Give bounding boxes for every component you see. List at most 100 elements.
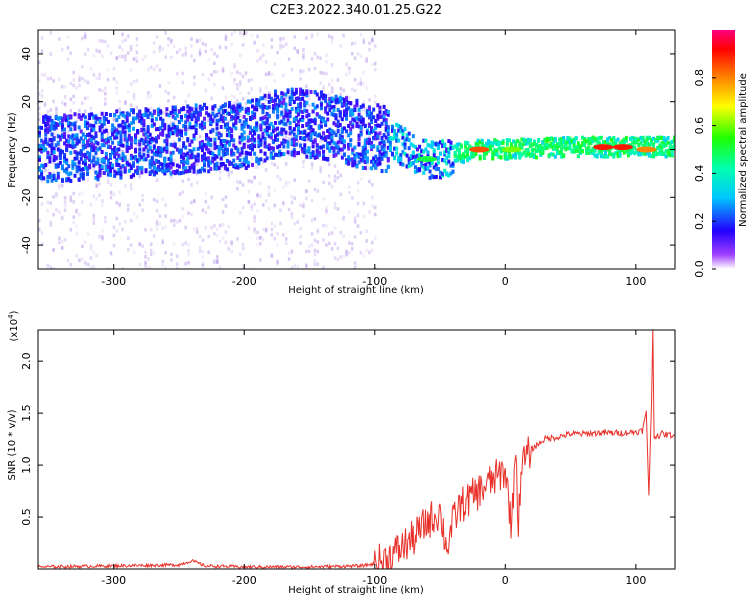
noise-cell bbox=[38, 92, 41, 96]
noise-cell bbox=[83, 34, 87, 38]
spectrum-cell bbox=[154, 158, 158, 163]
spectrum-cell bbox=[117, 171, 121, 176]
spectrum-cell bbox=[357, 142, 361, 147]
spectrum-cell bbox=[255, 98, 259, 103]
spectrum-cell bbox=[71, 165, 75, 170]
noise-cell bbox=[184, 225, 187, 230]
noise-cell bbox=[207, 105, 210, 110]
noise-cell bbox=[236, 70, 239, 75]
spectrum-cell bbox=[334, 142, 338, 147]
spectrum-cell bbox=[455, 147, 459, 152]
spectrum-cell bbox=[184, 127, 188, 132]
noise-cell bbox=[175, 50, 179, 55]
spectrum-cell bbox=[393, 136, 397, 141]
noise-cell bbox=[256, 243, 259, 247]
noise-cell bbox=[348, 190, 351, 195]
noise-cell bbox=[155, 108, 159, 113]
noise-cell bbox=[195, 136, 199, 141]
spectrum-cell bbox=[349, 127, 353, 132]
noise-cell bbox=[198, 234, 202, 239]
spectrum-cell bbox=[313, 106, 317, 111]
spectrum-cell bbox=[367, 122, 371, 127]
noise-cell bbox=[135, 78, 139, 83]
noise-cell bbox=[345, 72, 348, 77]
spectrum-cell bbox=[180, 151, 184, 156]
noise-cell bbox=[83, 261, 87, 265]
noise-cell bbox=[104, 92, 107, 96]
noise-cell bbox=[373, 94, 377, 99]
spectrum-cell bbox=[294, 117, 298, 122]
noise-cell bbox=[161, 263, 164, 268]
noise-cell bbox=[55, 208, 58, 212]
spectrum-cell bbox=[357, 107, 361, 112]
spectrum-cell bbox=[560, 146, 564, 151]
spectrum-cell bbox=[188, 168, 192, 173]
spectrum-cell bbox=[505, 155, 509, 160]
spectrum-cell bbox=[338, 136, 342, 141]
spectrum-cell bbox=[213, 163, 217, 168]
spectrum-cell bbox=[372, 135, 376, 140]
spectrum-cell bbox=[100, 143, 104, 148]
spectrum-cell bbox=[328, 127, 332, 132]
spectrum-cell bbox=[292, 142, 296, 147]
spectrum-cell bbox=[83, 143, 87, 148]
spectrum-cell bbox=[382, 139, 386, 144]
noise-cell bbox=[362, 70, 366, 75]
noise-cell bbox=[216, 260, 219, 264]
spectrum-cell bbox=[242, 114, 246, 119]
noise-cell bbox=[112, 117, 116, 122]
spectrum-cell bbox=[662, 144, 666, 149]
spectrum-cell bbox=[88, 132, 92, 137]
spectrum-cell bbox=[207, 139, 211, 144]
spectrum-cell bbox=[152, 151, 156, 156]
spectrum-cell bbox=[90, 141, 94, 146]
noise-cell bbox=[293, 35, 297, 39]
noise-cell bbox=[98, 176, 101, 180]
spectrum-cell bbox=[102, 119, 106, 124]
spectrum-cell bbox=[167, 124, 171, 129]
noise-cell bbox=[365, 106, 368, 111]
noise-cell bbox=[342, 217, 345, 221]
noise-cell bbox=[339, 192, 343, 197]
noise-cell bbox=[299, 227, 302, 231]
spectrum-cell bbox=[236, 147, 240, 152]
spectrum-cell bbox=[455, 157, 459, 162]
spectrum-cell bbox=[386, 158, 390, 163]
noise-cell bbox=[362, 38, 366, 42]
spectrum-cell bbox=[649, 137, 653, 142]
spectrum-cell bbox=[282, 121, 286, 126]
spectrum-cell bbox=[86, 143, 90, 148]
spectrum-cell bbox=[230, 115, 234, 120]
noise-cell bbox=[63, 237, 67, 242]
spectrum-cell bbox=[639, 152, 643, 157]
noise-cell bbox=[127, 158, 130, 162]
spectrum-cell bbox=[317, 145, 321, 150]
noise-cell bbox=[290, 200, 294, 205]
spectrum-cell bbox=[305, 93, 309, 98]
noise-cell bbox=[284, 96, 288, 100]
spectrum-cell bbox=[384, 118, 388, 123]
noise-cell bbox=[221, 86, 225, 90]
noise-cell bbox=[121, 54, 124, 59]
noise-cell bbox=[195, 162, 199, 167]
noise-cell bbox=[296, 220, 299, 224]
spectrum-cell bbox=[480, 138, 484, 143]
spectrum-cell bbox=[148, 145, 152, 150]
spectrum-cell bbox=[188, 142, 192, 147]
spectrum-cell bbox=[276, 126, 280, 131]
noise-cell bbox=[60, 246, 64, 250]
spectrum-cell bbox=[244, 159, 248, 164]
noise-cell bbox=[305, 36, 308, 40]
noise-cell bbox=[89, 106, 93, 111]
spectrum-cell bbox=[303, 102, 307, 107]
spectrum-cell bbox=[418, 167, 422, 172]
spectrum-cell bbox=[468, 156, 472, 161]
spectrum-cell bbox=[522, 137, 526, 142]
noise-cell bbox=[230, 242, 233, 246]
spectrum-cell bbox=[46, 179, 50, 184]
spectrum-cell bbox=[46, 115, 50, 120]
spectrum-cell bbox=[213, 104, 217, 109]
spectrum-cell bbox=[530, 147, 534, 152]
noise-cell bbox=[218, 265, 222, 269]
spectrum-cell bbox=[131, 116, 135, 121]
